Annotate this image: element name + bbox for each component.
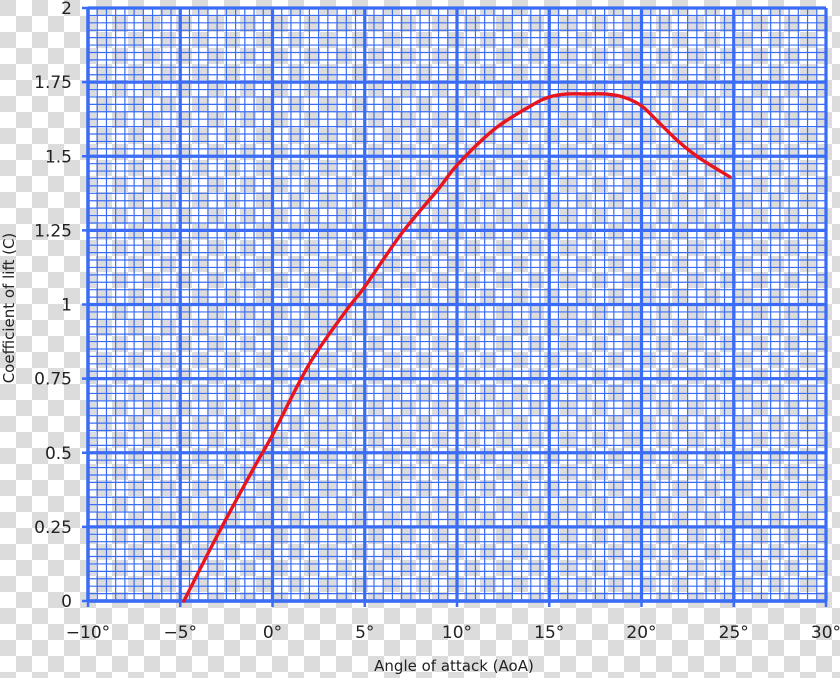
- x-axis-label: Angle of attack (AoA): [374, 657, 534, 675]
- x-tick-label: −5°: [163, 623, 197, 643]
- y-tick-label: 1.5: [45, 147, 72, 167]
- x-tick-label: −10°: [66, 623, 110, 643]
- x-tick-label: 15°: [534, 623, 564, 643]
- lift-curve-line: [182, 92, 732, 603]
- x-tick-label: 0°: [263, 623, 282, 643]
- axes: [82, 6, 828, 607]
- y-tick-label: 2: [61, 0, 72, 19]
- y-tick-label: 1.75: [34, 73, 72, 93]
- y-tick-label: 1: [61, 296, 72, 316]
- x-tick-label: 30°: [811, 623, 840, 643]
- x-tick-label: 10°: [442, 623, 472, 643]
- x-tick-label: 20°: [626, 623, 656, 643]
- series-layer: [182, 92, 732, 603]
- y-tick-label: 1.25: [34, 221, 72, 241]
- y-axis-label: Coefficient of lift (C): [0, 233, 18, 384]
- x-tick-label: 25°: [719, 623, 749, 643]
- y-tick-label: 0.5: [45, 444, 72, 464]
- y-tick-label: 0.75: [34, 370, 72, 390]
- tick-labels: −10° −5° 0° 5° 10° 15° 20° 25° 30° 0 0.25 0.5 0.75 1 1…: [34, 0, 840, 643]
- y-tick-label: 0: [61, 592, 72, 612]
- y-tick-label: 0.25: [34, 518, 72, 538]
- x-tick-label: 5°: [355, 623, 374, 643]
